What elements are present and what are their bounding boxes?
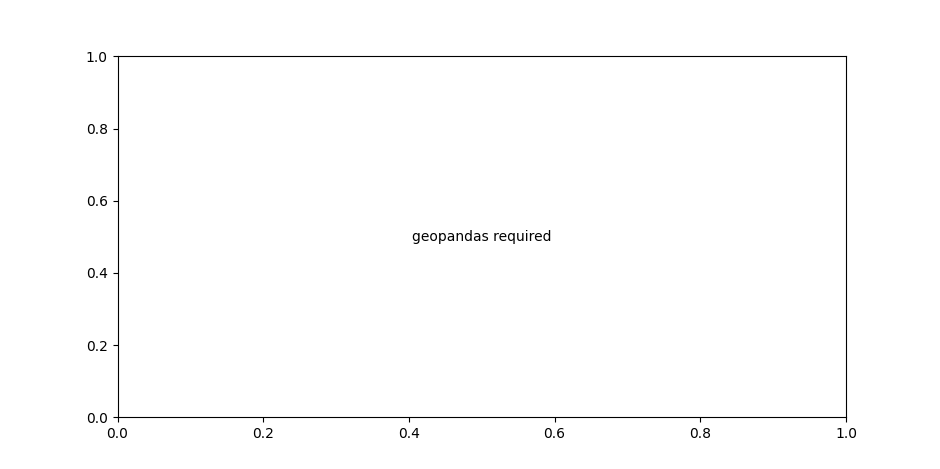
Text: geopandas required: geopandas required (412, 230, 552, 244)
